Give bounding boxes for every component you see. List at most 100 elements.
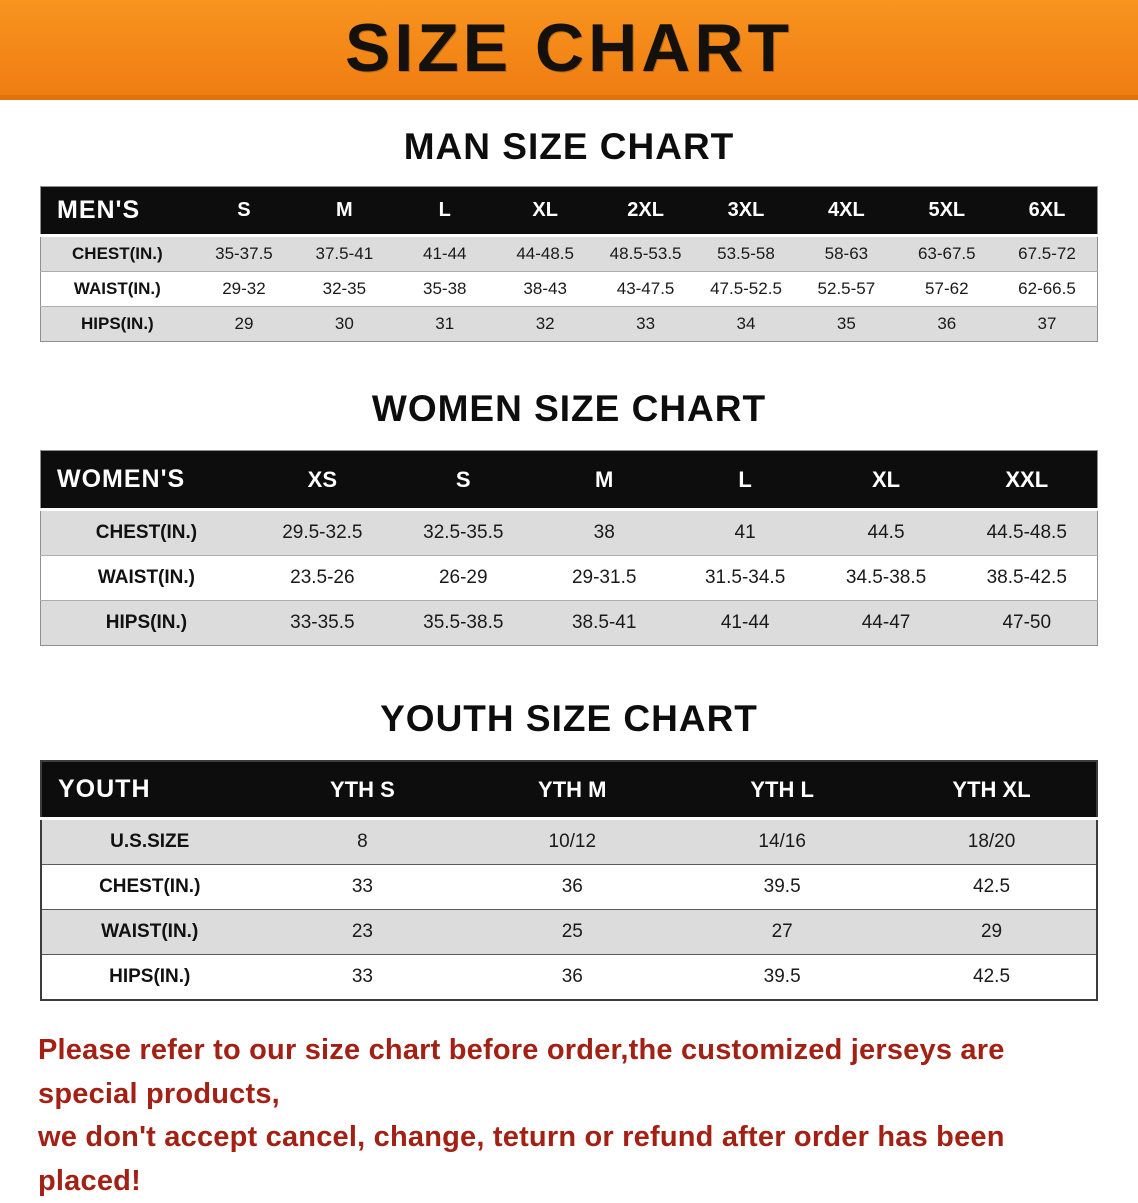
value-cell: 44.5: [815, 509, 957, 556]
value-cell: 38-43: [494, 271, 596, 307]
size-header-cell: L: [674, 450, 816, 511]
youth-size-chart-heading: YOUTH SIZE CHART: [380, 698, 758, 739]
value-cell: 33: [595, 306, 696, 342]
value-cell: 62-66.5: [997, 271, 1098, 307]
banner-title: SIZE CHART: [345, 9, 793, 86]
value-cell: 37: [997, 306, 1098, 342]
value-cell: 48.5-53.5: [595, 235, 696, 272]
row-label-cell: WAIST(IN.): [40, 271, 194, 307]
value-cell: 53.5-58: [695, 235, 797, 272]
size-header-cell: M: [533, 450, 675, 511]
value-cell: 42.5: [887, 864, 1097, 910]
value-cell: 47.5-52.5: [695, 271, 797, 307]
size-header-cell: 3XL: [695, 186, 797, 237]
value-cell: 27: [677, 909, 888, 955]
value-cell: 35: [796, 306, 897, 342]
size-header-cell: M: [294, 186, 395, 237]
row-label-cell: CHEST(IN.): [40, 509, 252, 556]
size-header-cell: 4XL: [796, 186, 897, 237]
value-cell: 33-35.5: [251, 600, 393, 646]
value-cell: 29: [193, 306, 295, 342]
table-header-row: WOMEN'S XS S M L XL XXL: [40, 450, 1098, 511]
value-cell: 35-37.5: [193, 235, 295, 272]
size-header-cell: S: [392, 450, 534, 511]
value-cell: 47-50: [956, 600, 1098, 646]
value-cell: 29-31.5: [533, 555, 675, 601]
table-row: CHEST(IN.) 35-37.5 37.5-41 41-44 44-48.5 48.5…: [40, 235, 1098, 272]
row-label-cell: U.S.SIZE: [41, 818, 258, 865]
size-header-cell: YTH XL: [887, 761, 1097, 820]
value-cell: 41-44: [394, 235, 495, 272]
mens-size-table: MEN'S S M L XL 2XL 3XL 4XL 5XL 6XL CHEST(IN.) 35-37…: [40, 186, 1098, 342]
value-cell: 33: [257, 954, 468, 1000]
table-title-cell: YOUTH: [41, 761, 258, 820]
table-title-cell: WOMEN'S: [40, 450, 252, 511]
disclaimer-text: Please refer to our size chart before or…: [38, 1029, 1108, 1203]
value-cell: 32-35: [294, 271, 395, 307]
table-row: WAIST(IN.) 23.5-26 26-29 29-31.5 31.5-34.5 34…: [40, 555, 1098, 601]
size-header-cell: XL: [815, 450, 957, 511]
value-cell: 35-38: [394, 271, 495, 307]
value-cell: 33: [257, 864, 468, 910]
size-header-cell: 6XL: [997, 186, 1098, 237]
size-header-cell: L: [394, 186, 495, 237]
value-cell: 29: [887, 909, 1097, 955]
value-cell: 14/16: [677, 818, 888, 865]
value-cell: 41-44: [674, 600, 816, 646]
value-cell: 44-48.5: [494, 235, 596, 272]
value-cell: 36: [467, 864, 678, 910]
value-cell: 34: [695, 306, 797, 342]
size-header-cell: XS: [251, 450, 393, 511]
value-cell: 42.5: [887, 954, 1097, 1000]
size-header-cell: YTH S: [257, 761, 468, 820]
row-label-cell: HIPS(IN.): [41, 954, 258, 1000]
man-size-chart-heading: MAN SIZE CHART: [403, 126, 735, 167]
value-cell: 10/12: [467, 818, 678, 865]
table-row: HIPS(IN.) 33-35.5 35.5-38.5 38.5-41 41-44 44-…: [40, 600, 1098, 646]
size-header-cell: YTH L: [677, 761, 888, 820]
value-cell: 44-47: [815, 600, 957, 646]
value-cell: 39.5: [677, 864, 888, 910]
disclaimer-line-2: we don't accept cancel, change, teturn o…: [38, 1121, 1005, 1197]
value-cell: 38.5-42.5: [956, 555, 1098, 601]
value-cell: 44.5-48.5: [956, 509, 1098, 556]
row-label-cell: CHEST(IN.): [40, 235, 194, 272]
table-row: HIPS(IN.) 33 36 39.5 42.5: [41, 954, 1097, 1000]
row-label-cell: HIPS(IN.): [40, 600, 252, 646]
value-cell: 57-62: [896, 271, 997, 307]
table-row: U.S.SIZE 8 10/12 14/16 18/20: [41, 818, 1097, 865]
value-cell: 52.5-57: [796, 271, 897, 307]
size-header-cell: 2XL: [595, 186, 696, 237]
table-header-row: MEN'S S M L XL 2XL 3XL 4XL 5XL 6XL: [40, 186, 1098, 237]
value-cell: 29-32: [193, 271, 295, 307]
table-header-row: YOUTH YTH S YTH M YTH L YTH XL: [41, 761, 1097, 820]
value-cell: 38: [533, 509, 675, 556]
size-header-cell: XXL: [956, 450, 1098, 511]
value-cell: 8: [257, 818, 468, 865]
value-cell: 39.5: [677, 954, 888, 1000]
value-cell: 31.5-34.5: [674, 555, 816, 601]
value-cell: 30: [294, 306, 395, 342]
value-cell: 32: [494, 306, 596, 342]
value-cell: 63-67.5: [896, 235, 997, 272]
value-cell: 34.5-38.5: [815, 555, 957, 601]
table-title-cell: MEN'S: [40, 186, 194, 237]
value-cell: 35.5-38.5: [392, 600, 534, 646]
table-row: WAIST(IN.) 29-32 32-35 35-38 38-43 43-47.5 47.…: [40, 271, 1098, 307]
table-row: WAIST(IN.) 23 25 27 29: [41, 909, 1097, 955]
value-cell: 58-63: [796, 235, 897, 272]
size-header-cell: S: [193, 186, 295, 237]
disclaimer-line-1: Please refer to our size chart before or…: [38, 1034, 1005, 1110]
value-cell: 26-29: [392, 555, 534, 601]
value-cell: 29.5-32.5: [251, 509, 393, 556]
row-label-cell: CHEST(IN.): [41, 864, 258, 910]
value-cell: 23: [257, 909, 468, 955]
table-row: HIPS(IN.) 29 30 31 32 33 34 35 36 37: [40, 306, 1098, 342]
size-header-cell: YTH M: [467, 761, 678, 820]
row-label-cell: WAIST(IN.): [41, 909, 258, 955]
size-header-cell: XL: [494, 186, 596, 237]
row-label-cell: WAIST(IN.): [40, 555, 252, 601]
size-chart-banner: SIZE CHART: [0, 0, 1138, 100]
value-cell: 43-47.5: [595, 271, 696, 307]
value-cell: 23.5-26: [251, 555, 393, 601]
